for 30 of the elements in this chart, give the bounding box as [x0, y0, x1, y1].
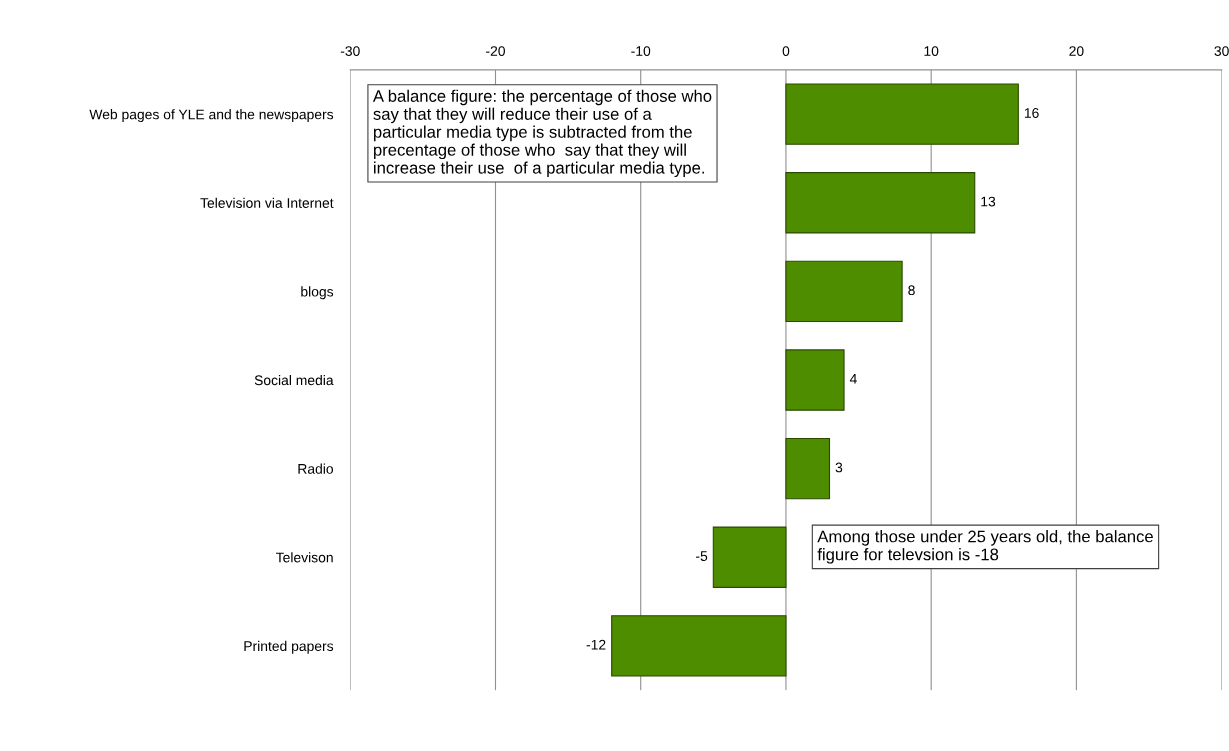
y-tick-label: blogs: [301, 286, 334, 300]
x-tick-label: -10: [631, 46, 651, 56]
bar: [785, 172, 976, 234]
bar: [785, 83, 1019, 145]
y-tick-label: Social media: [254, 374, 334, 386]
y-tick-label: Television via Internet: [200, 197, 334, 208]
x-tick-label: 10: [924, 46, 939, 56]
x-tick-label: -30: [340, 46, 360, 56]
bar: [611, 615, 787, 677]
y-tick-label: Printed papers: [244, 640, 334, 654]
bar: [712, 526, 787, 588]
data-label: -12: [586, 639, 606, 650]
data-label: 3: [835, 462, 843, 473]
x-tick-label: -20: [486, 46, 505, 56]
x-tick-label: 30: [1214, 46, 1229, 56]
y-tick-label: Web pages of YLE and the newspapers: [89, 109, 334, 123]
annotation: A balance figure: the percentage of those who say that they will reduce their use of a particular media type is subtracted from the precentage of those who say that they will increase their use of a particular media type.: [372, 89, 712, 178]
data-label: 4: [849, 374, 857, 384]
data-label: 16: [1024, 108, 1039, 118]
data-label: -5: [696, 551, 708, 561]
bar: [785, 349, 845, 411]
annotation: Among those under 25 years old, the balance figure for televsion is -18: [817, 530, 1153, 564]
x-tick-label: 0: [782, 46, 790, 56]
x-tick-label: 20: [1069, 46, 1084, 56]
y-tick-label: Televison: [276, 552, 333, 563]
y-tick-label: Radio: [298, 463, 334, 474]
data-label: 8: [908, 285, 915, 296]
bar: [785, 260, 903, 323]
data-label: 13: [981, 196, 996, 207]
bar: [785, 437, 831, 500]
